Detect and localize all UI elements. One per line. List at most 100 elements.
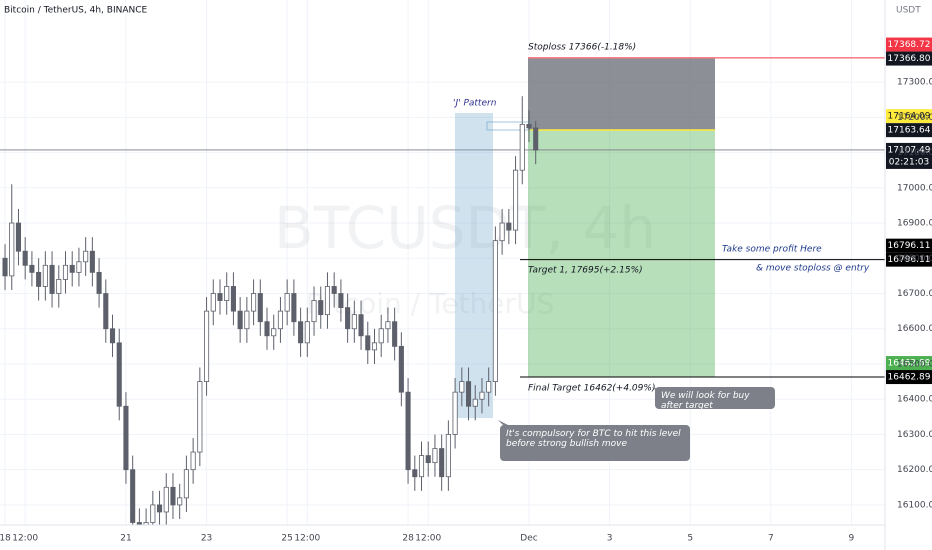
x-tick-label: 7 [768,534,774,544]
candle-body [324,286,331,316]
price-tag-label: 17164.09 [888,112,931,122]
candle-body [69,264,75,273]
candle-body [331,286,337,294]
price-tag [886,51,932,66]
y-tick-label: 16600.00 [897,324,932,334]
price-tag-label: 16796.11 [888,241,931,251]
symbol-title: Bitcoin / TetherUS, 4h, BINANCE [4,6,148,16]
candle-body [365,335,371,351]
candle-body [177,497,183,506]
x-tick-label: 9 [849,534,855,544]
candle-body [526,123,532,129]
price-tag [886,370,932,385]
drawings [0,57,885,418]
x-tick-label: 12:00 [12,534,38,544]
price-tag-label: 17368.72 [888,40,931,50]
x-tick-label: 25 [281,534,292,544]
x-tick-label: 21 [120,534,131,544]
candle-body [311,300,317,323]
candle-body [197,381,203,453]
price-tag [886,142,932,169]
candle-body [244,310,250,330]
price-tag [886,123,932,138]
candle-body [257,293,263,323]
candle-body [459,381,465,393]
price-tag-label: 16462.89 [888,359,931,369]
candle-body [351,314,357,330]
candle-body [277,310,283,330]
target1-label: Target 1, 17695(+2.15%) [528,266,643,276]
candle-body [29,264,35,273]
price-tag [886,109,932,124]
candle-body [439,448,445,478]
candle-body [412,469,418,478]
candle-body [116,342,122,407]
candle-body [506,222,512,231]
candle-body [49,264,55,294]
candle-body [150,504,156,523]
candle-body [251,293,257,312]
candle-body [136,522,142,525]
candle-body [519,123,525,171]
candle-body [217,293,223,301]
y-tick-label: 17300.00 [897,78,932,88]
candle-body [371,342,378,351]
candle-body [130,469,136,523]
price-tag-label: 17107.49 [888,145,931,155]
y-tick-label: 17200.00 [897,113,932,123]
candle-body [9,222,15,277]
y-tick-label: 16400.00 [897,395,932,405]
watermark-ticker: BTCUSDT, 4h [274,194,656,262]
currency: USDT [896,6,921,16]
price-tag-label: 16796.11 [888,255,931,265]
candle-body [385,321,391,330]
x-tick-label: 5 [687,534,693,544]
candle-body [76,261,82,273]
candle-body [143,522,149,525]
candle-body [230,286,236,312]
candle-body [96,271,102,294]
candle-body [204,310,210,382]
pattern-label: 'J' Pattern [453,99,497,109]
candle-body [405,391,411,471]
candle-body [224,286,230,301]
candle-body [425,455,431,464]
final-target-label: Final Target 16462(+4.09%) [528,384,655,394]
candle-body [452,391,458,435]
y-tick-label: 17100.00 [897,148,932,158]
candle-body [398,345,404,393]
price-tag-label: 16462.89 [888,373,931,383]
x-tick-label: 18 [0,534,11,544]
x-tick-label: 3 [607,534,613,544]
take-profit-label: Take some profit Here [722,245,822,255]
price-tag [886,252,932,267]
y-tick-label: 17000.00 [897,183,932,193]
stoploss-label: Stoploss 17366(-1.18%) [528,43,636,53]
y-tick-label: 16500.00 [897,359,932,369]
candle-body [465,381,472,407]
candle-body [163,486,169,513]
price-tag [886,356,932,371]
candle-body [492,240,498,382]
x-tick-label: Dec [520,534,537,544]
stoploss-zone [528,58,715,130]
candle-body [345,307,351,330]
y-tick-label: 16800.00 [897,254,932,264]
candle-body [513,169,519,231]
candle-body [392,321,398,347]
candle-body [378,328,384,344]
price-tag-label: 17366.80 [888,54,931,64]
candle-body [36,271,42,287]
candle-body [109,328,116,344]
x-tick-label: 12:00 [415,534,441,544]
candle-body [486,381,492,393]
candle-body [318,300,324,316]
target-zone [528,129,715,378]
candle-body [156,504,163,513]
candle-body [237,310,243,330]
price-tag-label: 17163.64 [888,126,931,136]
candle-body [15,222,22,252]
candle-body [170,486,176,506]
candle-body [284,293,290,312]
